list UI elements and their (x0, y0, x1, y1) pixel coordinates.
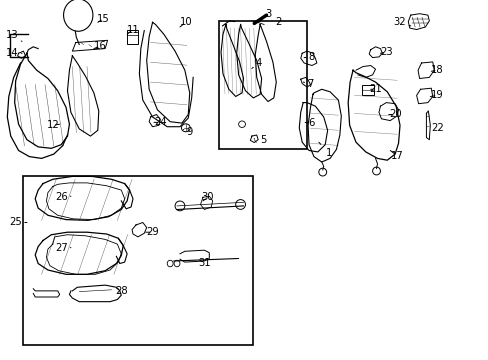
Text: 1: 1 (318, 142, 331, 158)
Bar (219, 21, 306, 149)
Text: 12: 12 (46, 120, 60, 130)
Text: 6: 6 (305, 118, 314, 128)
Text: 8: 8 (304, 52, 314, 62)
Text: 9: 9 (183, 127, 193, 138)
Text: 3: 3 (259, 9, 270, 20)
Text: 11: 11 (126, 24, 139, 35)
Text: 17: 17 (389, 150, 403, 161)
Text: 15: 15 (97, 14, 110, 24)
Text: 24: 24 (154, 117, 166, 127)
Text: 22: 22 (430, 123, 443, 133)
Text: 4: 4 (251, 58, 262, 68)
Text: 19: 19 (429, 90, 443, 100)
Text: 23: 23 (379, 47, 392, 57)
Text: 30: 30 (201, 192, 214, 202)
Text: 21: 21 (368, 84, 381, 94)
Text: 13: 13 (6, 30, 22, 41)
Text: 7: 7 (303, 78, 313, 89)
Text: 16: 16 (94, 41, 106, 51)
Bar (361, 85, 373, 95)
Text: 10: 10 (179, 17, 192, 27)
Text: 5: 5 (254, 135, 266, 145)
Text: 18: 18 (430, 65, 443, 75)
Text: 27: 27 (55, 243, 71, 253)
Bar (23, 176, 253, 345)
Text: 2: 2 (275, 17, 282, 27)
Text: 14: 14 (6, 48, 22, 58)
Text: 20: 20 (388, 109, 401, 120)
Text: 28: 28 (115, 286, 127, 296)
Text: 31: 31 (198, 258, 210, 268)
Text: 26: 26 (55, 192, 71, 202)
Text: 29: 29 (145, 227, 159, 237)
Bar (127, 30, 138, 44)
Text: 32: 32 (393, 17, 410, 27)
Text: 25: 25 (9, 217, 27, 228)
